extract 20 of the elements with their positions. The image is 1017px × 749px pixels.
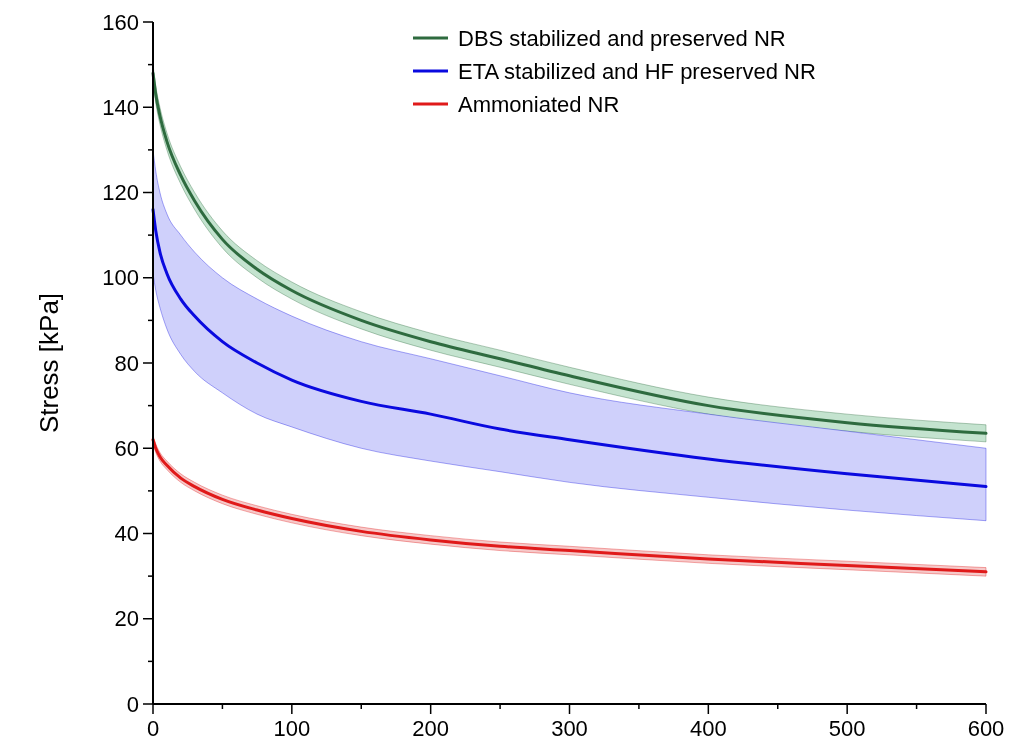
x-tick-label: 200 (412, 716, 450, 741)
x-tick-label: 0 (146, 716, 160, 741)
y-tick-label: 20 (114, 606, 139, 632)
y-tick-label: 0 (126, 691, 139, 717)
x-tick-label: 300 (551, 716, 588, 741)
y-axis-title: Stress [kPa] (34, 292, 64, 434)
y-tick-label: 100 (102, 265, 139, 291)
y-tick-label: 40 (114, 521, 139, 547)
legend-label: Ammoniated NR (458, 91, 620, 117)
x-tick-label: 600 (967, 716, 1005, 741)
y-tick-label: 140 (102, 94, 139, 120)
legend-label: ETA stabilized and HF preserved NR (458, 58, 816, 84)
x-tick-label: 100 (273, 716, 311, 741)
x-tick-label: 500 (828, 716, 866, 741)
y-tick-label: 160 (102, 9, 139, 35)
x-tick-label: 400 (689, 716, 727, 741)
y-tick-label: 120 (102, 180, 139, 206)
legend-label: DBS stabilized and preserved NR (458, 25, 786, 51)
y-tick-label: 60 (114, 435, 139, 461)
y-tick-label: 80 (114, 350, 139, 376)
